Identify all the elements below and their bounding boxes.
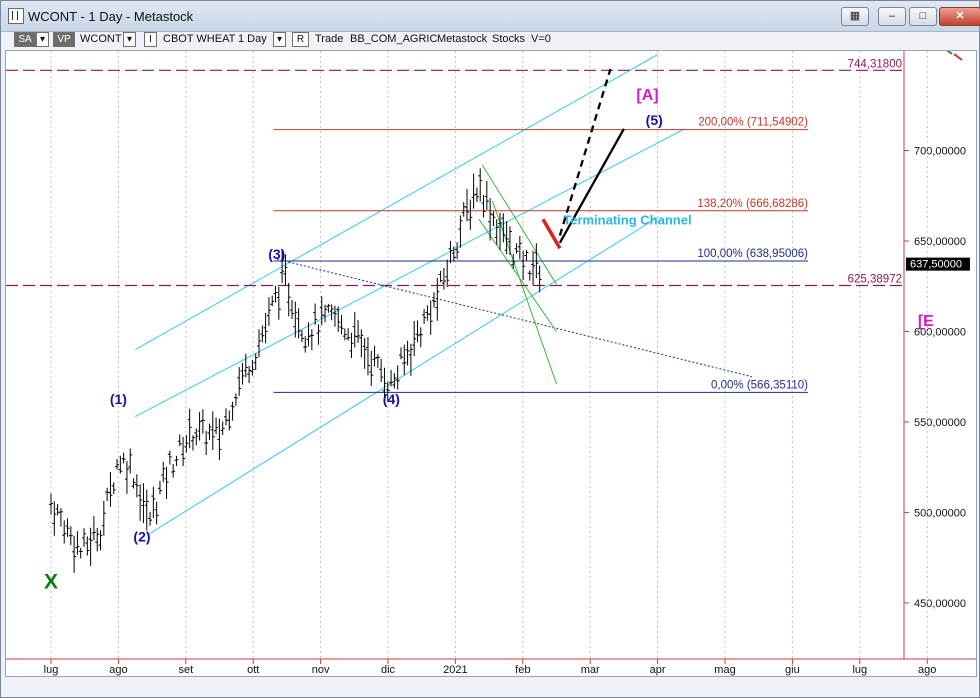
wave-label: (2) — [133, 528, 150, 544]
wedge-line — [478, 219, 557, 332]
wave-label: (5) — [646, 112, 663, 128]
x-tick-label: lug — [852, 664, 867, 676]
app-icon — [8, 8, 24, 24]
y-tick-label: 550,00000 — [914, 417, 966, 429]
fib-level-label: 100,00% (638,95006) — [697, 248, 808, 260]
level-label: 625,38972 — [848, 274, 902, 286]
levels-layer: 744,31800 625,38972 200,00% (711,54902) 138… — [6, 58, 904, 393]
price-chart[interactable]: 450,00000 500,00000 550,00000 600,00000 650,… — [5, 50, 977, 677]
wave-label: (4) — [383, 391, 400, 407]
wave-label: (1) — [110, 391, 127, 407]
y-tick-label: 450,00000 — [914, 598, 966, 610]
labels-layer: X (1) (2) (3) (4) (5) [A] [E Terminating Channel — [44, 87, 934, 594]
close-icon[interactable]: ✕ — [939, 7, 980, 26]
y-tick-label: 650,00000 — [914, 236, 966, 248]
wedge-line — [481, 164, 557, 285]
breakout-marker — [541, 218, 562, 250]
y-tick-label: 500,00000 — [914, 507, 966, 519]
x-tick-label: apr — [650, 664, 666, 676]
channel-layer — [135, 54, 753, 535]
volume-label: V=0 — [531, 33, 551, 45]
symbol-dropdown-icon[interactable]: ▾ — [123, 32, 136, 47]
window-title: WCONT - 1 Day - Metastock — [28, 9, 194, 24]
x-tick-label: feb — [515, 664, 530, 676]
channel-line — [148, 217, 658, 535]
x-tick-label: ott — [247, 664, 259, 676]
period-label[interactable]: 1 Day — [238, 33, 267, 45]
axis-layer: 450,00000 500,00000 550,00000 600,00000 650,… — [6, 51, 976, 676]
source-label: Metastock — [437, 33, 488, 45]
wave-label: [E — [918, 313, 934, 330]
current-price-label: 637,50000 — [910, 259, 962, 271]
price-bars — [49, 168, 542, 573]
workspace-label: BB_COM_AGRIC — [350, 33, 438, 45]
current-price-box — [906, 257, 970, 271]
wave-label: X — [44, 570, 58, 593]
title-bar: WCONT - 1 Day - Metastock ▦ – □ ✕ — [1, 1, 980, 32]
x-tick-label: lug — [44, 664, 59, 676]
chart-canvas[interactable]: 450,00000 500,00000 550,00000 600,00000 650,… — [6, 51, 976, 676]
vp-button[interactable]: VP — [53, 32, 75, 47]
minimize-icon[interactable]: – — [878, 7, 906, 26]
projection-layer — [541, 68, 625, 250]
level-label: 744,31800 — [848, 58, 902, 70]
fib-level-label: 200,00% (711,54902) — [698, 117, 808, 129]
sa-dropdown-icon[interactable]: ▾ — [36, 32, 49, 47]
sa-button[interactable]: SA — [14, 32, 36, 47]
x-tick-label: 2021 — [443, 664, 467, 676]
x-tick-label: mar — [581, 664, 600, 676]
projection-dashed-line — [558, 68, 612, 236]
channel-line — [135, 54, 658, 351]
x-tick-label: dic — [381, 664, 396, 676]
x-tick-label: nov — [312, 664, 330, 676]
trendline — [276, 258, 753, 378]
x-tick-label: ago — [109, 664, 127, 676]
y-tick-label: 600,00000 — [914, 326, 966, 338]
wave-label: (3) — [268, 246, 285, 262]
x-tick-label: mag — [714, 664, 735, 676]
restore-icon[interactable]: □ — [909, 7, 937, 26]
chart-toolbar: SA ▾ VP WCONT ▾ I CBOT WHEAT 1 Day ▾ R T… — [1, 32, 979, 48]
chart-options-icon[interactable]: ▦ — [841, 7, 869, 26]
y-tick-label: 700,00000 — [914, 146, 966, 158]
period-dropdown-icon[interactable]: ▾ — [273, 32, 286, 47]
chart-annotation: Terminating Channel — [563, 213, 691, 228]
trade-label[interactable]: Trade — [315, 33, 344, 45]
x-tick-label: giu — [785, 664, 800, 676]
symbol-label[interactable]: WCONT — [80, 33, 122, 45]
kind-label: Stocks — [492, 33, 526, 45]
fib-level-label: 0,00% (566,35110) — [711, 379, 808, 391]
info-icon[interactable]: I — [144, 32, 157, 47]
instrument-name: CBOT WHEAT — [163, 33, 236, 45]
projection-line — [558, 128, 625, 244]
channel-line — [135, 128, 685, 417]
x-tick-label: set — [178, 664, 193, 676]
refresh-icon[interactable]: R — [292, 32, 309, 47]
fib-level-label: 138,20% (666,68286) — [697, 198, 808, 210]
x-tick-label: ago — [918, 664, 936, 676]
wave-label: [A] — [636, 87, 658, 104]
drawing-tool-icon[interactable] — [944, 51, 964, 61]
